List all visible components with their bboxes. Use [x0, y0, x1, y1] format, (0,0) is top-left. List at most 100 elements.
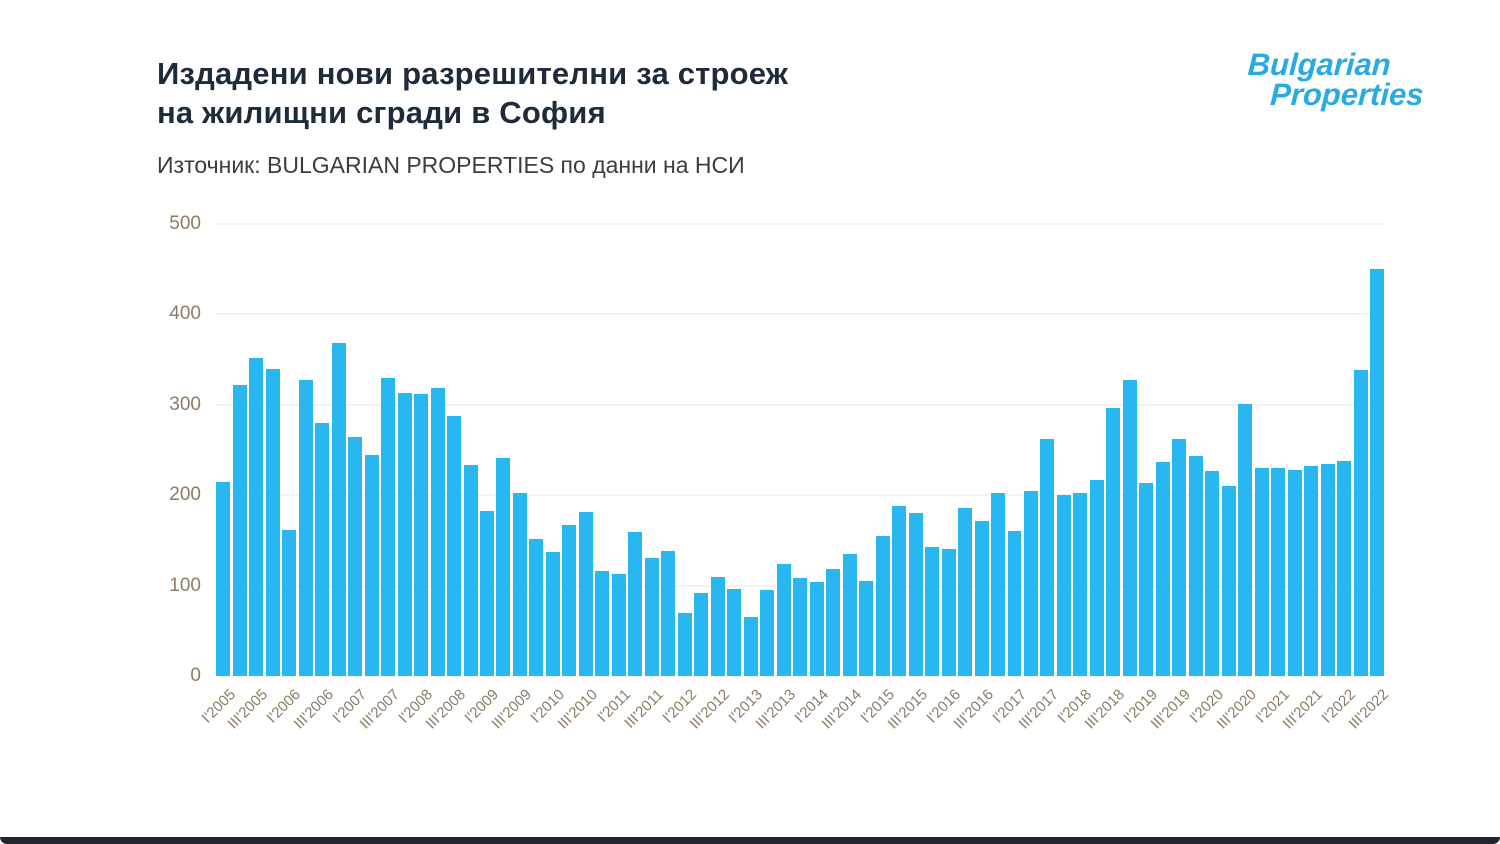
bar-slot [396, 224, 412, 676]
bar [859, 581, 874, 676]
bar-slot [1089, 224, 1105, 676]
bar-slot [1319, 224, 1335, 676]
bar [991, 493, 1005, 676]
bar-slot [297, 224, 313, 676]
bar [628, 532, 643, 676]
bar-slot [1056, 224, 1072, 676]
bar [727, 589, 742, 676]
bar [1073, 493, 1088, 676]
bar-slot [660, 224, 676, 676]
bar [892, 506, 907, 676]
bar [463, 465, 478, 676]
y-tick-label: 400 [169, 303, 201, 325]
bar-slot [1188, 224, 1204, 676]
bar-slot [330, 224, 346, 676]
bar [595, 571, 610, 676]
bar-slot [907, 224, 923, 676]
gridline [215, 494, 1385, 496]
bar-slot [973, 224, 989, 676]
bulgarian-properties-logo: Bulgarian Properties [1245, 47, 1426, 113]
bar-slot [462, 224, 478, 676]
y-tick-label: 300 [169, 393, 201, 415]
bar [1106, 408, 1121, 676]
bar-slot [1155, 224, 1171, 676]
bar-slot [512, 224, 528, 676]
bar [447, 415, 462, 676]
window-bottom-edge [0, 837, 1500, 844]
bar-slot [924, 224, 940, 676]
bar-slot [380, 224, 396, 676]
page-title-line2: на жилищни сгради в София [157, 95, 606, 131]
bar [364, 454, 379, 676]
header: Издадени нови разрешителни за строеж на … [157, 54, 788, 179]
bar-slot [1006, 224, 1022, 676]
bar [1370, 269, 1385, 676]
bar [578, 512, 593, 676]
bar [1023, 490, 1038, 676]
bar-slot [891, 224, 907, 676]
bar-slot [594, 224, 610, 676]
bar [743, 617, 758, 676]
bar-slot [1369, 224, 1385, 676]
source-subtitle: Източник: BULGARIAN PROPERTIES по данни … [157, 152, 745, 179]
bar-slot [479, 224, 495, 676]
bar-slot [808, 224, 824, 676]
bar [710, 576, 725, 676]
bar-slot [611, 224, 627, 676]
bar-slot [495, 224, 511, 676]
bar-slot [1023, 224, 1039, 676]
bar-slot [1270, 224, 1286, 676]
bar-slot [413, 224, 429, 676]
bar [974, 521, 989, 676]
bar-slot [1286, 224, 1302, 676]
bar [232, 384, 247, 676]
bar-slot [1039, 224, 1055, 676]
bar-slot [775, 224, 791, 676]
bar-slot [215, 224, 231, 676]
bar [480, 510, 494, 676]
bar-slot [1072, 224, 1088, 676]
y-tick-label: 200 [169, 484, 201, 506]
bar [1221, 486, 1236, 676]
bar [1122, 379, 1137, 676]
bar [793, 578, 808, 676]
bar-slot [1336, 224, 1352, 676]
bar-slot [1221, 224, 1237, 676]
bar [1353, 370, 1368, 676]
bar-slot [743, 224, 759, 676]
bar [842, 553, 857, 676]
bar-slot [940, 224, 956, 676]
page-title-line1: Издадени нови разрешителни за строеж [157, 56, 789, 91]
bar-slot [1105, 224, 1121, 676]
bar [1337, 460, 1352, 676]
bar [529, 538, 544, 676]
y-tick-label: 500 [169, 213, 201, 234]
bar-slot [858, 224, 874, 676]
bar-slot [825, 224, 841, 676]
bar-slot [231, 224, 247, 676]
bar [1139, 483, 1154, 676]
bar-slot [1122, 224, 1138, 676]
bar [414, 393, 429, 676]
bar [694, 592, 709, 676]
bar [925, 546, 940, 676]
bar-slot [726, 224, 742, 676]
bar-slot [677, 224, 693, 676]
bar-slot [874, 224, 890, 676]
bar [1238, 403, 1253, 676]
gridline [215, 313, 1385, 315]
bar-slot [841, 224, 857, 676]
logo-line2: Properties [1268, 77, 1425, 113]
bar-slot [314, 224, 330, 676]
bar [958, 507, 973, 676]
logo-line1: Bulgarian [1246, 47, 1392, 82]
bar-slot [1204, 224, 1220, 676]
bar-slot [347, 224, 363, 676]
bar [331, 343, 346, 676]
bar [1205, 470, 1220, 676]
bar [545, 552, 560, 676]
bar-slot [578, 224, 594, 676]
bar [1320, 463, 1335, 676]
bar [661, 551, 676, 676]
bar-slot [561, 224, 577, 676]
